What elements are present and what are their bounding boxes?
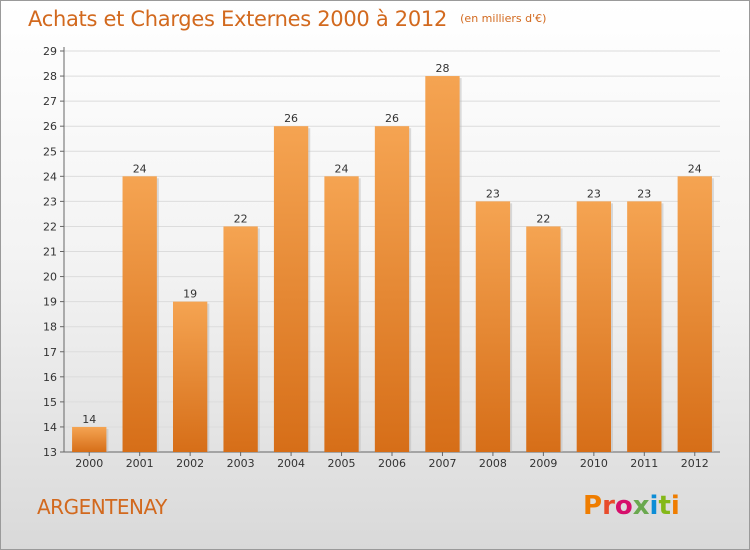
data-label: 19 [183,288,197,301]
y-tick-label: 20 [43,271,57,284]
bar [576,201,612,452]
bar [122,176,157,452]
y-tick-label: 25 [43,145,57,158]
data-label: 28 [435,62,449,75]
data-label: 23 [486,187,500,200]
y-tick-label: 21 [43,246,57,259]
y-tick-label: 17 [43,346,57,359]
bar [172,301,208,452]
data-label: 26 [284,112,298,125]
y-tick-label: 24 [43,170,57,183]
chart-subtitle: (en milliers d'€) [460,12,547,25]
y-tick-label: 29 [43,45,57,58]
y-tick-label: 15 [43,396,57,409]
logo-letter: t [658,491,671,521]
commune-name: ARGENTENAY [37,495,167,519]
data-label: 24 [335,162,349,175]
bar [223,226,258,452]
x-tick-label: 2006 [378,457,406,470]
y-tick-label: 28 [43,70,57,83]
x-tick-label: 2011 [630,457,658,470]
logo-letter: r [602,491,615,521]
labels: 14 2000 24 2001 19 2002 22 2003 26 2004 24 2005 26 20… [75,62,709,470]
y-tick-label: 26 [43,120,57,133]
y-tick-label: 22 [43,220,57,233]
data-label: 23 [637,187,651,200]
y-tick-label: 23 [43,195,57,208]
bar [677,176,712,452]
proxiti-logo[interactable]: Proxiti [583,491,680,521]
logo-letter: i [649,491,659,521]
chart-header: Achats et Charges Externes 2000 à 2012 (… [28,7,546,31]
logo-letter: P [583,491,603,521]
x-tick-label: 2010 [580,457,608,470]
bar [324,176,359,452]
data-label: 23 [587,187,601,200]
x-tick-label: 2001 [126,457,154,470]
data-label: 26 [385,112,399,125]
data-label: 22 [536,212,550,225]
logo-letter: x [632,491,650,521]
x-tick-label: 2004 [277,457,305,470]
bar [273,126,309,452]
x-tick-label: 2008 [479,457,507,470]
x-tick-label: 2003 [227,457,255,470]
bar [425,76,460,452]
bar [72,426,107,452]
x-tick-label: 2009 [529,457,557,470]
x-tick-label: 2000 [75,457,103,470]
bars [72,76,714,452]
bar [475,201,511,452]
y-tick-label: 19 [43,296,57,309]
data-label: 22 [234,212,248,225]
y-tick-label: 18 [43,321,57,334]
y-tick-label: 27 [43,95,57,108]
y-tick-label: 16 [43,371,57,384]
y-tick-label: 13 [43,446,57,459]
x-tick-label: 2005 [328,457,356,470]
data-label: 24 [133,162,147,175]
y-tick-label: 14 [43,421,57,434]
x-tick-label: 2012 [681,457,709,470]
bar [374,126,410,452]
x-tick-label: 2002 [176,457,204,470]
bar [627,201,662,452]
chart-title: Achats et Charges Externes 2000 à 2012 [28,7,448,31]
data-label: 14 [82,413,96,426]
logo-letter: o [614,491,633,521]
bar [526,226,561,452]
x-tick-label: 2007 [428,457,456,470]
logo-letter: i [670,491,680,521]
data-label: 24 [688,162,702,175]
